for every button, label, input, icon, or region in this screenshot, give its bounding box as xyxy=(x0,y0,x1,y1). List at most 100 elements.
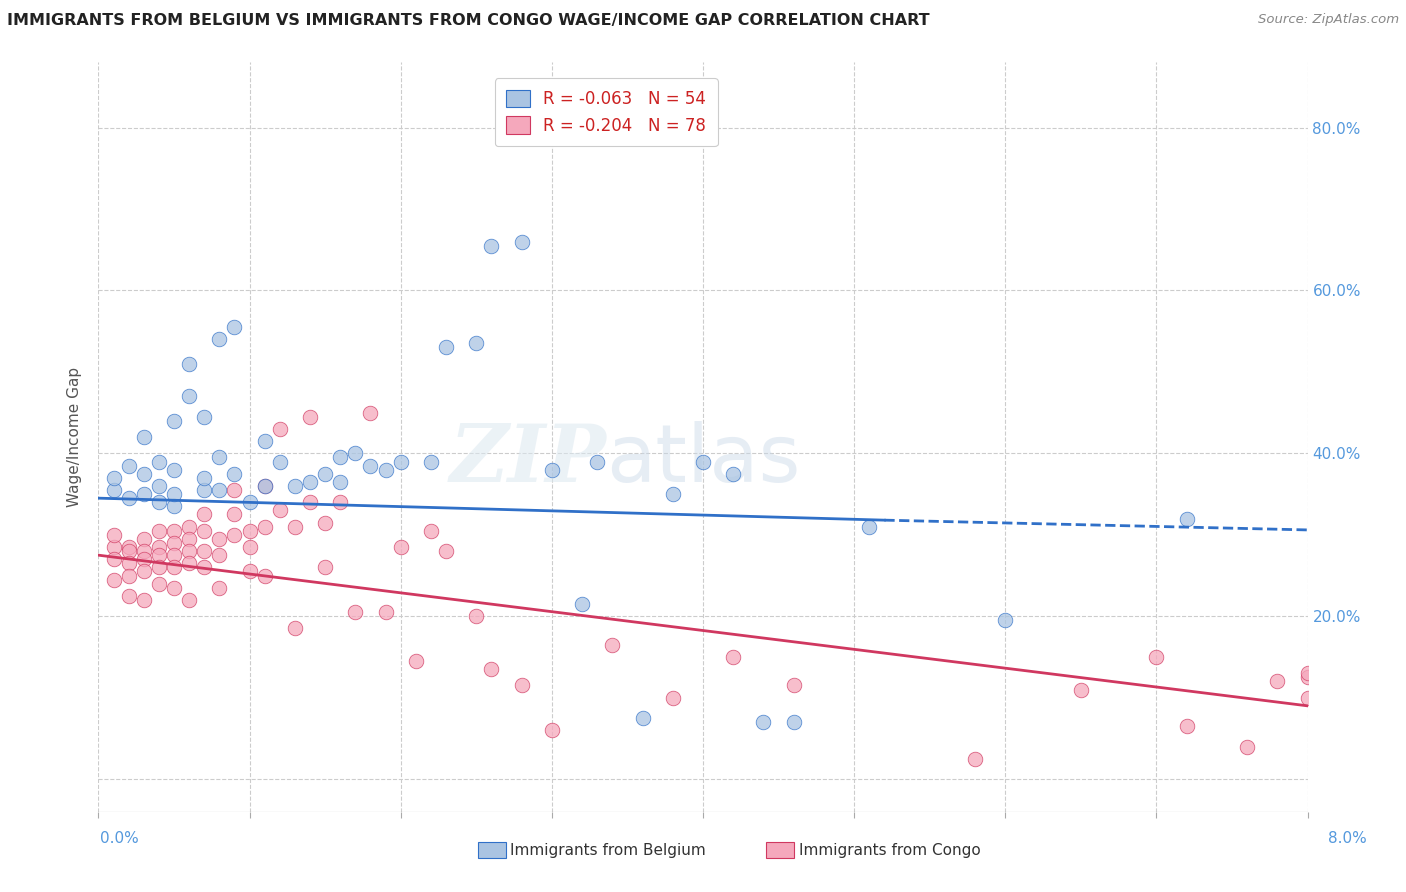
Point xyxy=(253,434,276,449)
Point xyxy=(602,638,624,652)
Point xyxy=(374,463,396,477)
Point xyxy=(858,519,880,533)
Point xyxy=(374,605,396,619)
Point xyxy=(239,540,262,554)
Text: Immigrants from Belgium: Immigrants from Belgium xyxy=(510,843,706,857)
Point xyxy=(118,540,141,554)
Point xyxy=(132,565,155,579)
Point xyxy=(360,406,382,420)
Point xyxy=(208,450,231,465)
Point xyxy=(193,544,215,558)
Point xyxy=(163,548,186,562)
Point xyxy=(571,597,593,611)
Point xyxy=(1296,666,1319,681)
Point xyxy=(148,576,170,591)
Point xyxy=(344,446,367,460)
Point xyxy=(163,560,186,574)
Point xyxy=(299,495,322,509)
Point xyxy=(224,320,246,334)
Point xyxy=(994,613,1017,627)
Point xyxy=(118,491,141,505)
Text: 8.0%: 8.0% xyxy=(1327,831,1367,846)
Point xyxy=(299,409,322,424)
Point xyxy=(179,557,201,571)
Point xyxy=(118,557,141,571)
Point xyxy=(1070,682,1092,697)
Point xyxy=(148,495,170,509)
Point xyxy=(420,454,443,468)
Point xyxy=(481,662,503,676)
Point xyxy=(299,475,322,489)
Point xyxy=(132,593,155,607)
Point xyxy=(360,458,382,473)
Text: ZIP: ZIP xyxy=(450,421,606,499)
Point xyxy=(510,235,533,249)
Point xyxy=(239,524,262,538)
Point xyxy=(314,560,336,574)
Text: Immigrants from Congo: Immigrants from Congo xyxy=(799,843,980,857)
Point xyxy=(329,495,352,509)
Y-axis label: Wage/Income Gap: Wage/Income Gap xyxy=(67,367,83,508)
Point xyxy=(723,467,745,481)
Point xyxy=(661,690,683,705)
Point xyxy=(132,467,155,481)
Point xyxy=(1175,511,1198,525)
Point xyxy=(692,454,714,468)
Point xyxy=(179,532,201,546)
Point xyxy=(253,479,276,493)
Point xyxy=(103,540,125,554)
Point xyxy=(586,454,609,468)
Point xyxy=(224,483,246,497)
Point xyxy=(118,544,141,558)
Point xyxy=(148,454,170,468)
Point xyxy=(118,589,141,603)
Point xyxy=(269,503,291,517)
Point xyxy=(434,341,457,355)
Text: 0.0%: 0.0% xyxy=(100,831,139,846)
Point xyxy=(224,508,246,522)
Point xyxy=(224,528,246,542)
Point xyxy=(329,450,352,465)
Point xyxy=(661,487,683,501)
Point xyxy=(208,548,231,562)
Point xyxy=(163,524,186,538)
Point xyxy=(1146,650,1168,665)
Point xyxy=(103,552,125,566)
Point xyxy=(193,560,215,574)
Point xyxy=(253,479,276,493)
Point xyxy=(193,483,215,497)
Point xyxy=(193,524,215,538)
Point xyxy=(148,560,170,574)
Point xyxy=(208,532,231,546)
Point xyxy=(465,336,488,351)
Point xyxy=(239,495,262,509)
Point xyxy=(148,540,170,554)
Point xyxy=(314,516,336,530)
Point xyxy=(723,650,745,665)
Point xyxy=(163,536,186,550)
Point xyxy=(1267,674,1289,689)
Point xyxy=(284,479,307,493)
Point xyxy=(132,552,155,566)
Point xyxy=(783,678,806,692)
Point xyxy=(284,519,307,533)
Point xyxy=(193,471,215,485)
Point xyxy=(208,581,231,595)
Point xyxy=(163,414,186,428)
Point xyxy=(783,715,806,730)
Point xyxy=(163,581,186,595)
Point xyxy=(118,568,141,582)
Point xyxy=(208,332,231,346)
Point xyxy=(314,467,336,481)
Point xyxy=(132,544,155,558)
Point xyxy=(389,540,412,554)
Point xyxy=(163,463,186,477)
Point xyxy=(253,568,276,582)
Point xyxy=(1175,719,1198,733)
Point xyxy=(132,430,155,444)
Point xyxy=(224,467,246,481)
Point xyxy=(344,605,367,619)
Point xyxy=(329,475,352,489)
Point xyxy=(631,711,654,725)
Point xyxy=(193,409,215,424)
